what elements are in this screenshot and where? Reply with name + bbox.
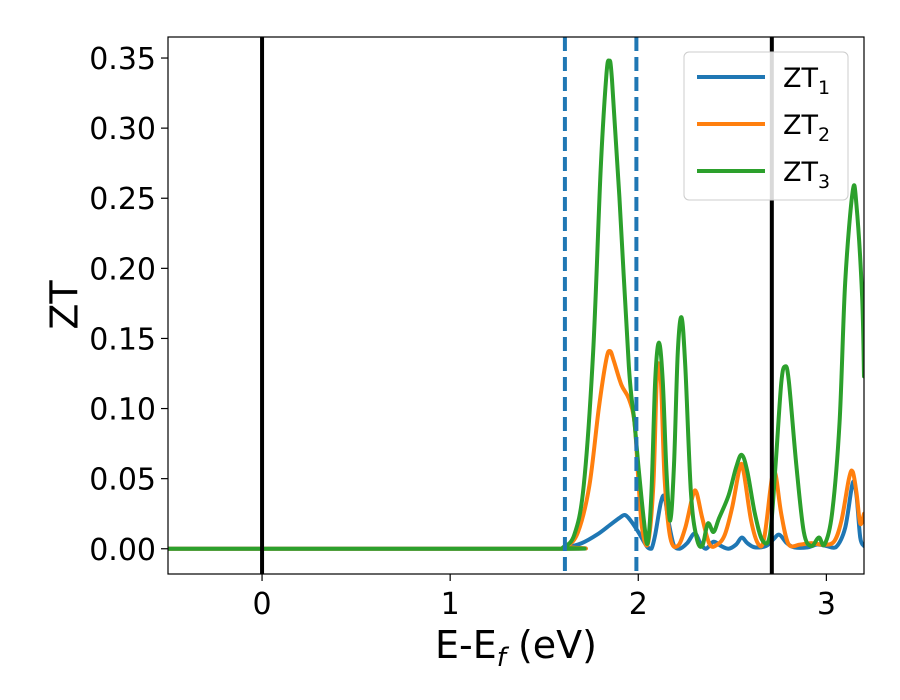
y-tick-label: 0.05 [89,463,156,498]
y-tick-label: 0.10 [89,393,156,428]
x-tick-label: 2 [629,587,648,622]
x-axis-label-suffix: (eV) [506,623,597,667]
y-tick-label: 0.15 [89,322,156,357]
x-tick-label: 0 [253,587,272,622]
x-axis-ticks: 0 1 2 3 [253,574,836,622]
x-tick-label: 3 [817,587,836,622]
y-tick-label: 0.00 [89,533,156,568]
y-axis-label: ZT [43,280,87,330]
legend-label-zt3: ZT3 [783,157,830,193]
legend-box [683,51,849,201]
y-tick-label: 0.20 [89,252,156,287]
y-axis-ticks: 0.00 0.05 0.10 0.15 0.20 0.25 0.30 0.35 [89,42,168,568]
legend-label-zt2: ZT2 [783,110,830,146]
series-line-zt3 [168,58,864,551]
y-tick-label: 0.35 [89,42,156,77]
legend-label-zt1: ZT1 [783,63,830,99]
legend: ZT1 ZT2 ZT3 [683,51,849,201]
y-tick-label: 0.30 [89,112,156,147]
y-tick-label: 0.25 [89,182,156,217]
plot-area-frame [167,36,865,575]
x-axis-label: E-Ef (eV) [435,623,597,673]
x-axis-label-main: E-E [435,623,497,667]
x-tick-label: 1 [441,587,460,622]
series-layer [168,58,864,551]
reference-lines [260,37,774,574]
